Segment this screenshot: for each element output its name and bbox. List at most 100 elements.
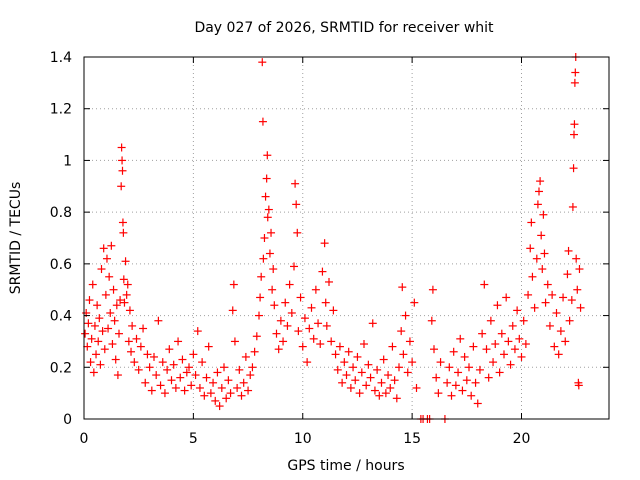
data-point [150,352,158,361]
data-point [264,205,273,214]
data-point [123,280,132,289]
x-tick-label: 20 [513,431,531,447]
data-point [119,275,128,284]
data-point [171,383,180,392]
data-point [384,371,393,380]
data-point [139,324,148,333]
data-point [541,298,550,307]
data-point [255,311,263,320]
data-point [263,151,272,160]
data-point [198,358,207,367]
data-point [235,365,244,374]
data-point [381,389,390,398]
data-point [145,363,154,372]
data-point [213,368,222,377]
data-point [331,350,340,359]
data-point [368,319,377,328]
data-point [570,78,579,87]
data-point [102,254,111,263]
data-point [85,296,94,305]
data-point [342,371,351,380]
data-point [118,166,127,175]
data-point [81,329,90,338]
data-point [570,120,579,129]
data-point [293,228,302,237]
data-point [204,342,213,351]
data-point [113,371,122,380]
data-point [571,68,580,77]
data-point [316,340,325,349]
data-point [115,329,123,338]
data-point [386,383,395,392]
data-point [535,187,543,196]
data-point [290,262,298,271]
data-point [486,316,495,325]
data-point [246,371,255,380]
data-point [527,218,536,227]
data-point [467,391,476,400]
data-point [408,358,417,367]
data-point [314,319,323,328]
data-point [124,337,133,346]
data-point [377,378,386,387]
data-point [287,308,296,317]
data-point [228,306,237,315]
data-point [572,254,581,263]
data-point [390,376,399,385]
data-point [360,340,368,349]
data-point [141,378,150,387]
data-point [90,321,99,330]
data-point [163,365,172,374]
data-point [573,285,582,294]
data-point [229,280,238,289]
data-point [300,314,309,323]
data-point [471,378,480,387]
data-point [489,358,498,367]
data-point [263,213,272,222]
data-point [248,363,257,372]
data-point [405,337,414,346]
data-point [143,350,152,359]
data-point [200,391,209,400]
data-point [447,391,456,400]
y-tick-label: 0.4 [50,309,72,325]
data-point [279,337,288,346]
data-point [281,298,290,307]
y-axis-title: SRMTID / TECUs [8,182,24,295]
data-point [259,254,268,263]
data-point [465,363,473,372]
data-point [261,192,270,201]
data-point [120,298,129,307]
data-point [410,298,419,307]
data-point [98,327,107,336]
data-point [430,345,438,354]
data-point [127,347,136,356]
data-point [397,327,406,336]
data-point [258,117,267,126]
data-point [104,324,113,333]
data-point [118,156,127,165]
data-point [539,210,548,219]
data-point [432,373,441,382]
data-point [513,306,522,315]
data-point [156,381,165,390]
data-point [202,373,211,382]
data-point [267,228,276,237]
data-point [575,265,584,274]
axis-ticks: 0 0.2 0.4 0.6 0.8 1 1.2 1.4 0 5 10 15 20 [50,50,609,447]
data-point [353,352,362,361]
data-point [311,285,320,294]
data-point [550,342,559,351]
data-point [493,301,502,310]
data-point [226,389,235,398]
data-point [504,337,513,346]
data-point [101,290,110,299]
data-point [152,371,161,380]
data-point [436,358,445,367]
data-point [239,378,248,387]
data-point [506,360,515,369]
data-point [250,347,259,356]
data-point [320,239,329,248]
